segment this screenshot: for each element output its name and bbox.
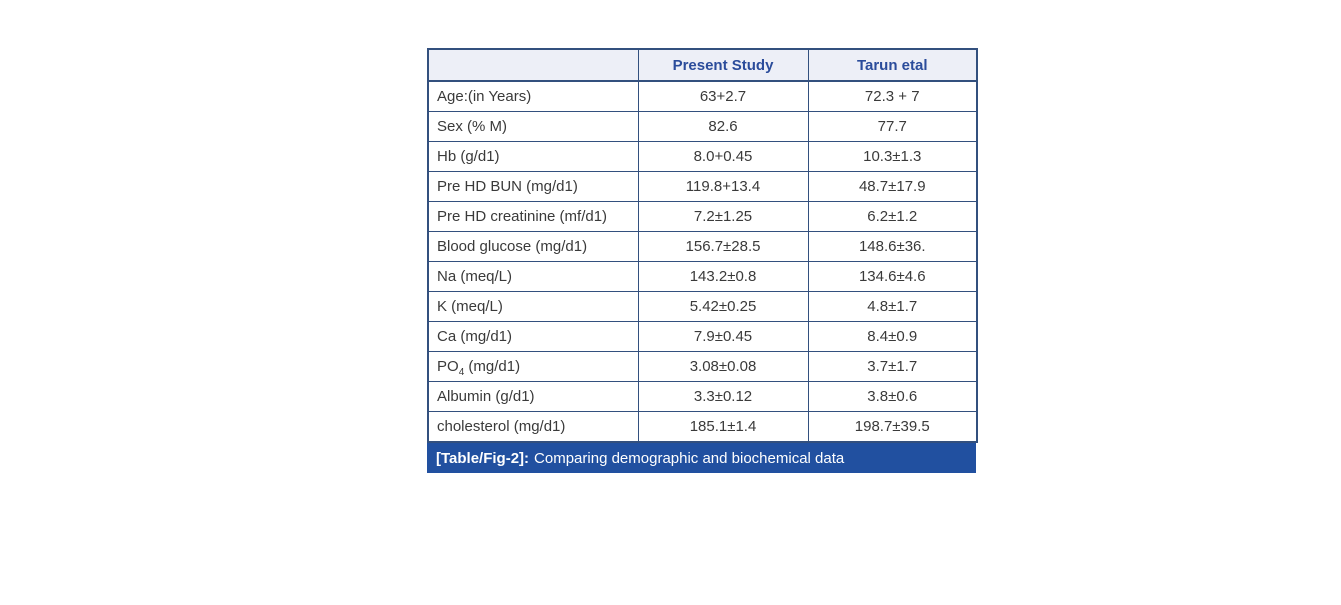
po4-unit: (mg/d1) (464, 358, 521, 375)
row-label: K (meq/L) (427, 291, 639, 322)
row-value-present: 3.08±0.08 (637, 351, 809, 382)
po4-subscript: 4 (458, 367, 465, 378)
table-row: Ca (mg/d1) 7.9±0.45 8.4±0.9 (427, 321, 978, 352)
row-value-tarun: 10.3±1.3 (807, 141, 978, 172)
table-row-po4: PO4 (mg/d1) 3.08±0.08 3.7±1.7 (427, 351, 978, 382)
table-row: Blood glucose (mg/d1) 156.7±28.5 148.6±3… (427, 231, 978, 262)
row-label: Blood glucose (mg/d1) (427, 231, 639, 262)
caption-tag: [Table/Fig-2]: (436, 449, 530, 467)
row-value-present: 143.2±0.8 (637, 261, 809, 292)
row-value-tarun: 3.8±0.6 (807, 381, 978, 412)
row-value-present: 8.0+0.45 (637, 141, 809, 172)
row-label: PO4 (mg/d1) (427, 351, 639, 382)
table-row: cholesterol (mg/d1) 185.1±1.4 198.7±39.5 (427, 411, 978, 443)
row-value-tarun: 77.7 (807, 111, 978, 142)
row-value-present: 7.2±1.25 (637, 201, 809, 232)
table-row: Pre HD BUN (mg/d1) 119.8+13.4 48.7±17.9 (427, 171, 978, 202)
row-value-present: 82.6 (637, 111, 809, 142)
row-value-tarun: 8.4±0.9 (807, 321, 978, 352)
row-value-tarun: 72.3 + 7 (807, 80, 978, 112)
table-row: Albumin (g/d1) 3.3±0.12 3.8±0.6 (427, 381, 978, 412)
comparison-table: Present Study Tarun etal Age:(in Years) … (427, 48, 978, 443)
header-cell-parameter (427, 48, 639, 82)
row-value-tarun: 6.2±1.2 (807, 201, 978, 232)
row-value-present: 185.1±1.4 (637, 411, 809, 443)
row-value-present: 5.42±0.25 (637, 291, 809, 322)
row-value-tarun: 198.7±39.5 (807, 411, 978, 443)
row-label: Pre HD creatinine (mf/d1) (427, 201, 639, 232)
table-row: Pre HD creatinine (mf/d1) 7.2±1.25 6.2±1… (427, 201, 978, 232)
row-value-tarun: 134.6±4.6 (807, 261, 978, 292)
caption-text: Comparing demographic and biochemical da… (534, 449, 845, 467)
row-label: Sex (% M) (427, 111, 639, 142)
row-label: cholesterol (mg/d1) (427, 411, 639, 443)
table-row: K (meq/L) 5.42±0.25 4.8±1.7 (427, 291, 978, 322)
header-cell-tarun-etal: Tarun etal (807, 48, 978, 82)
row-value-present: 3.3±0.12 (637, 381, 809, 412)
table-row: Na (meq/L) 143.2±0.8 134.6±4.6 (427, 261, 978, 292)
table-row: Hb (g/d1) 8.0+0.45 10.3±1.3 (427, 141, 978, 172)
row-label: Hb (g/d1) (427, 141, 639, 172)
row-label: Age:(in Years) (427, 80, 639, 112)
comparison-figure: Present Study Tarun etal Age:(in Years) … (427, 48, 978, 473)
row-value-tarun: 4.8±1.7 (807, 291, 978, 322)
table-row: Sex (% M) 82.6 77.7 (427, 111, 978, 142)
row-value-present: 156.7±28.5 (637, 231, 809, 262)
row-value-present: 119.8+13.4 (637, 171, 809, 202)
row-label: Ca (mg/d1) (427, 321, 639, 352)
row-value-present: 63+2.7 (637, 80, 809, 112)
row-value-tarun: 3.7±1.7 (807, 351, 978, 382)
po4-prefix: PO (437, 358, 459, 375)
row-value-tarun: 48.7±17.9 (807, 171, 978, 202)
row-label: Na (meq/L) (427, 261, 639, 292)
table-header-row: Present Study Tarun etal (427, 48, 978, 82)
row-label: Pre HD BUN (mg/d1) (427, 171, 639, 202)
header-cell-present-study: Present Study (637, 48, 809, 82)
row-label: Albumin (g/d1) (427, 381, 639, 412)
table-row: Age:(in Years) 63+2.7 72.3 + 7 (427, 80, 978, 112)
row-value-tarun: 148.6±36. (807, 231, 978, 262)
row-value-present: 7.9±0.45 (637, 321, 809, 352)
table-caption-bar: [Table/Fig-2]: Comparing demographic and… (427, 443, 976, 473)
